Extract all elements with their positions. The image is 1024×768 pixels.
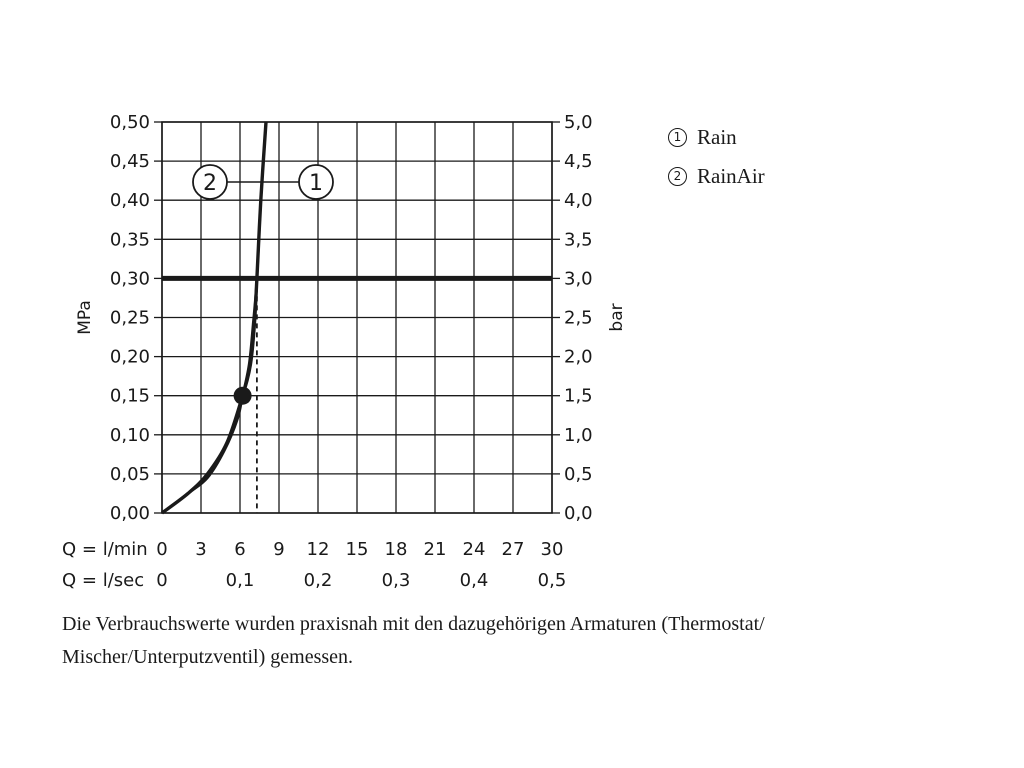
callout-label-2: 2 <box>203 171 217 196</box>
x-top-axis-title: Q = l/min <box>62 539 148 560</box>
x-top-tick-label: 24 <box>463 539 486 560</box>
plot-frame <box>161 121 553 514</box>
y-right-tick-label: 3,5 <box>564 229 593 250</box>
x-bottom-tick-label: 0 <box>156 570 167 591</box>
y-right-tick-label: 3,0 <box>564 268 593 289</box>
x-top-tick-label: 6 <box>234 539 245 560</box>
x-bottom-tick-label: 0,3 <box>382 570 411 591</box>
y-left-tick-label: 0,25 <box>110 308 150 329</box>
y-right-tick-label: 1,5 <box>564 386 593 407</box>
y-right-tick-label: 0,5 <box>564 464 593 485</box>
x-bottom-tick-label: 0,5 <box>538 570 567 591</box>
legend-marker-1: 1 <box>668 128 687 147</box>
x-bottom-axis-title: Q = l/sec <box>62 570 144 591</box>
y-right-tick-label: 2,0 <box>564 347 593 368</box>
pressure-flow-chart: 0,000,050,100,150,200,250,300,350,400,45… <box>62 112 627 591</box>
x-top-tick-label: 27 <box>502 539 525 560</box>
x-top-tick-label: 30 <box>541 539 564 560</box>
note-line-1: Die Verbrauchswerte wurden praxisnah mit… <box>62 613 765 635</box>
x-top-tick-label: 15 <box>346 539 369 560</box>
y-left-tick-label: 0,30 <box>110 268 150 289</box>
y-left-tick-label: 0,45 <box>110 151 150 172</box>
y-left-tick-label: 0,40 <box>110 190 150 211</box>
operating-point <box>233 386 252 405</box>
measurement-note: Die Verbrauchswerte wurden praxisnah mit… <box>62 608 962 674</box>
y-right-tick-label: 2,5 <box>564 308 593 329</box>
y-left-tick-label: 0,00 <box>110 503 150 524</box>
legend-item-rain: 1 Rain <box>668 118 765 157</box>
callout-circle-1 <box>298 164 334 200</box>
x-top-tick-label: 21 <box>424 539 447 560</box>
y-right-tick-label: 4,5 <box>564 151 593 172</box>
y-left-tick-label: 0,10 <box>110 425 150 446</box>
y-left-tick-label: 0,15 <box>110 386 150 407</box>
chart-legend: 1 Rain 2 RainAir <box>668 118 765 196</box>
y-right-tick-label: 5,0 <box>564 112 593 133</box>
y-left-tick-label: 0,20 <box>110 347 150 368</box>
callout-label-1: 1 <box>309 171 323 196</box>
legend-label-rainair: RainAir <box>697 164 765 188</box>
x-top-tick-label: 18 <box>385 539 408 560</box>
y-left-tick-label: 0,05 <box>110 464 150 485</box>
y-left-tick-label: 0,50 <box>110 112 150 133</box>
y-right-tick-label: 0,0 <box>564 503 593 524</box>
y-left-axis-title: MPa <box>75 300 95 335</box>
x-bottom-tick-label: 0,4 <box>460 570 489 591</box>
x-top-tick-label: 3 <box>195 539 206 560</box>
note-line-2: Mischer/Unterputzventil) gemessen. <box>62 646 354 668</box>
callout-circle-2 <box>192 164 228 200</box>
y-right-tick-label: 4,0 <box>564 190 593 211</box>
legend-item-rainair: 2 RainAir <box>668 157 765 196</box>
x-bottom-tick-label: 0,2 <box>304 570 333 591</box>
y-right-axis-title: bar <box>607 303 627 331</box>
legend-label-rain: Rain <box>697 125 737 149</box>
x-top-tick-label: 12 <box>307 539 330 560</box>
y-right-tick-label: 1,0 <box>564 425 593 446</box>
y-left-tick-label: 0,35 <box>110 229 150 250</box>
x-bottom-tick-label: 0,1 <box>226 570 255 591</box>
x-top-tick-label: 9 <box>273 539 284 560</box>
legend-marker-2: 2 <box>668 167 687 186</box>
x-top-tick-label: 0 <box>156 539 167 560</box>
